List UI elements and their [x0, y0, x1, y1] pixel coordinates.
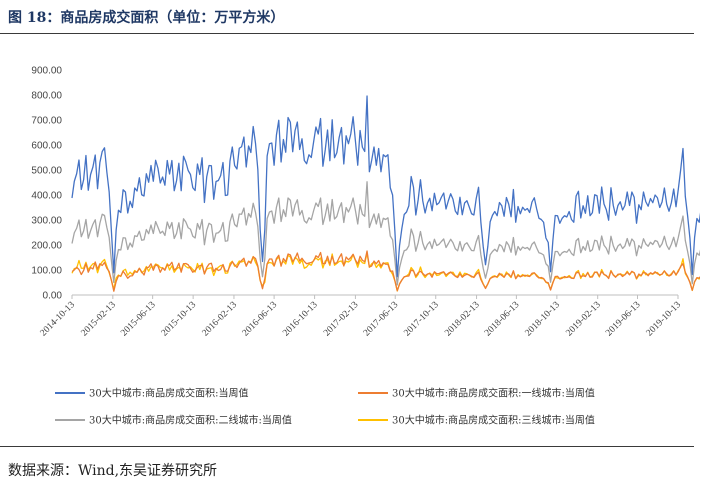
y-tick-label: 100.00 — [31, 266, 62, 277]
x-tick-label: 2017-02-13 — [322, 300, 361, 339]
series-line-0 — [71, 95, 700, 278]
x-tick-label: 2016-10-13 — [281, 300, 320, 339]
x-tick-label: 2019-06-13 — [604, 300, 643, 339]
x-tick-label: 2015-06-13 — [119, 300, 158, 339]
series-line-2 — [71, 181, 700, 286]
series-line-1 — [71, 250, 700, 292]
figure-title: 图 18：商品房成交面积（单位：万平方米） — [8, 10, 285, 26]
x-tick-label: 2016-06-13 — [241, 300, 280, 339]
x-axis: 2014-10-13 2015-02-13 2015-06-13 2015-10-13… — [39, 294, 684, 339]
plot-area — [71, 95, 700, 292]
y-tick-label: 0.00 — [43, 291, 63, 302]
y-tick-label: 600.00 — [31, 141, 62, 152]
y-tick-label: 700.00 — [31, 116, 62, 127]
x-tick-label: 2018-10-13 — [524, 300, 563, 339]
series-line-3 — [71, 252, 700, 292]
legend: 30大中城市:商品房成交面积:当周值 30大中城市:商品房成交面积:一线城市:当周… — [55, 387, 595, 427]
x-tick-label: 2017-10-13 — [402, 300, 441, 339]
y-tick-label: 400.00 — [31, 191, 62, 202]
y-tick-label: 800.00 — [31, 91, 62, 102]
x-tick-label: 2019-02-13 — [564, 300, 603, 339]
legend-label: 30大中城市:商品房成交面积:当周值 — [89, 387, 248, 400]
y-axis: 0.00 100.00 200.00 300.00 400.00 500.00 600.00… — [31, 66, 62, 302]
y-tick-label: 500.00 — [31, 166, 62, 177]
x-tick-label: 2015-10-13 — [160, 300, 199, 339]
x-tick-label: 2015-02-13 — [80, 300, 119, 339]
source-note: 数据来源：Wind,东吴证券研究所 — [8, 463, 218, 479]
legend-label: 30大中城市:商品房成交面积:三线城市:当周值 — [392, 414, 595, 427]
x-tick-label: 2016-02-13 — [201, 300, 240, 339]
x-tick-label: 2014-10-13 — [39, 300, 78, 339]
title-rule — [0, 33, 694, 34]
legend-label: 30大中城市:商品房成交面积:一线城市:当周值 — [392, 387, 595, 400]
y-tick-label: 900.00 — [31, 66, 62, 77]
source-rule — [0, 446, 694, 447]
x-tick-label: 2018-06-13 — [483, 300, 522, 339]
x-tick-label: 2019-10-13 — [645, 300, 684, 339]
legend-label: 30大中城市:商品房成交面积:二线城市:当周值 — [89, 414, 292, 427]
y-tick-label: 200.00 — [31, 241, 62, 252]
line-chart: 0.00 100.00 200.00 300.00 400.00 500.00 600.00… — [31, 66, 700, 427]
x-tick-label: 2017-06-13 — [362, 300, 401, 339]
x-tick-label: 2018-02-13 — [443, 300, 482, 339]
y-tick-label: 300.00 — [31, 216, 62, 227]
